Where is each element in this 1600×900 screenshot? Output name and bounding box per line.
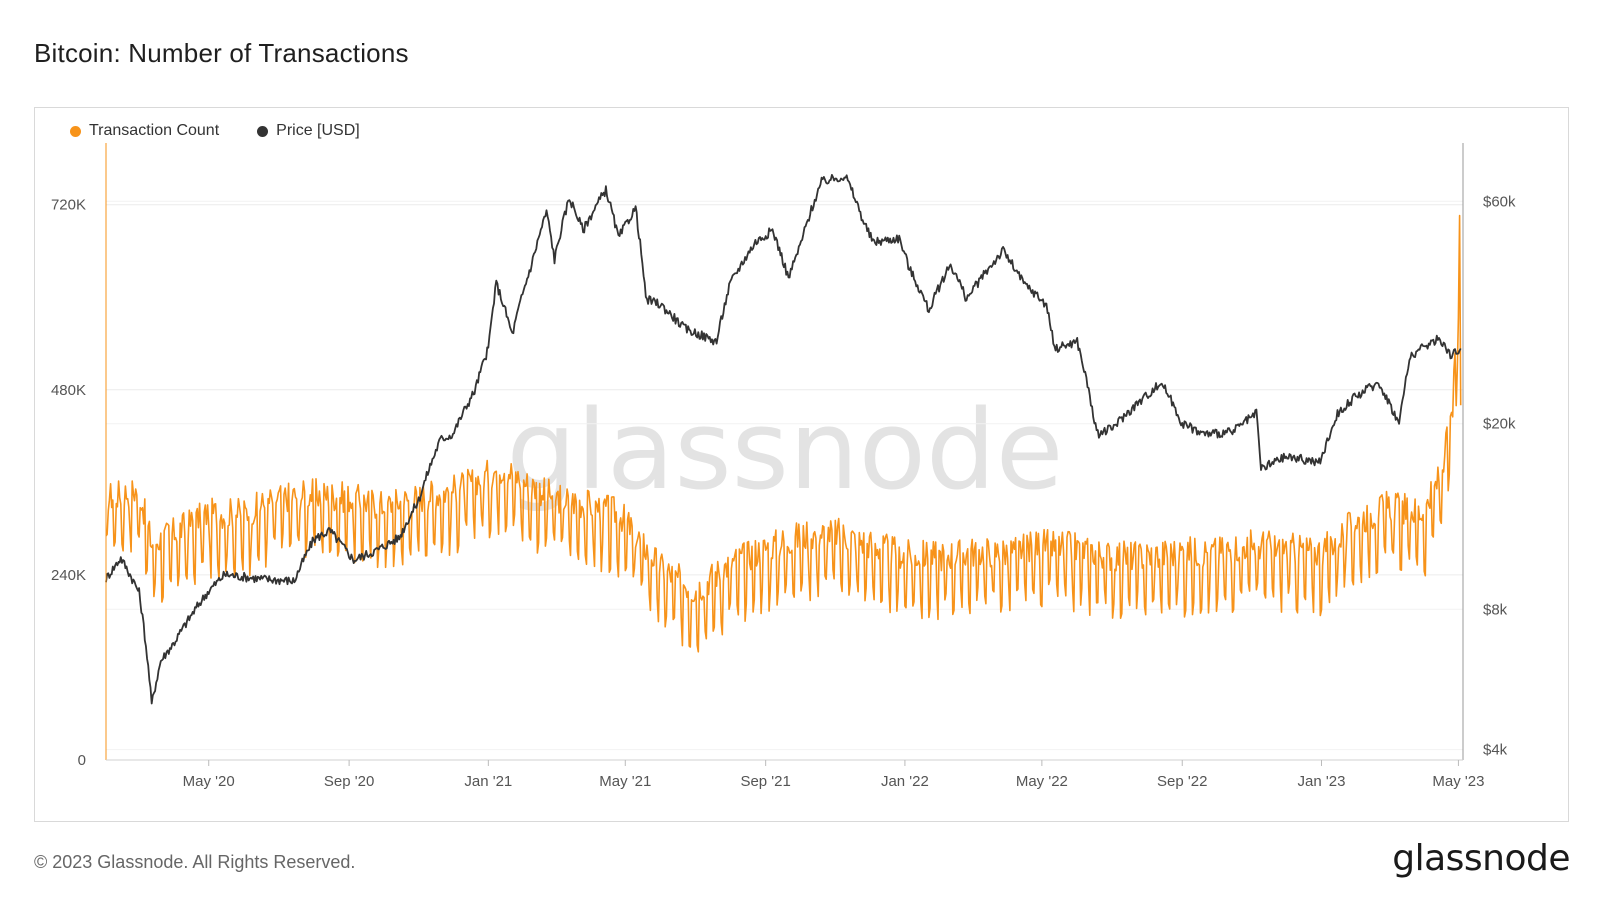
y-left-tick-label: 480K [51,382,86,399]
x-tick-label: May '23 [1432,773,1484,790]
axis-layer: 0 240K 480K 720K $4k $8k $20k $60k May '20 Sep '2… [51,143,1516,790]
legend-dot-icon [70,125,81,137]
y-left-tick-label: 720K [51,197,86,214]
series-layer [105,174,1462,705]
page-title: Bitcoin: Number of Transactions [34,38,409,68]
copyright-text: © 2023 Glassnode. All Rights Reserved. [34,852,356,872]
x-tick-label: Sep '22 [1157,773,1207,790]
legend-item-price[interactable]: Price [USD] [257,122,360,140]
x-tick-label: May '22 [1016,773,1068,790]
brand-logo: glassnode [1392,838,1570,879]
series-line-price [105,174,1462,705]
x-tick-label: Sep '20 [324,773,374,790]
x-tick-label: Sep '21 [740,773,790,790]
y-left-tick-label: 240K [51,567,86,584]
legend-label: Transaction Count [89,122,220,139]
x-tick-label: May '21 [599,773,651,790]
watermark: glassnode [507,386,1064,514]
series-line-transaction-count [105,214,1462,653]
y-left-tick-label: 0 [78,752,86,769]
y-right-tick-label: $60k [1483,193,1516,210]
legend-dot-icon [257,125,269,137]
chart-frame [34,107,1569,822]
legend-item-transaction-count[interactable]: Transaction Count [70,122,219,140]
chart-legend: Transaction Count Price [USD] [70,122,360,140]
y-right-tick-label: $4k [1483,742,1508,759]
x-tick-label: Jan '21 [464,773,512,790]
x-tick-label: Jan '22 [881,773,929,790]
y-right-tick-label: $8k [1483,601,1508,618]
legend-label: Price [USD] [276,122,360,139]
x-tick-label: May '20 [183,773,235,790]
x-tick-label: Jan '23 [1298,773,1346,790]
y-right-tick-label: $20k [1483,416,1516,433]
